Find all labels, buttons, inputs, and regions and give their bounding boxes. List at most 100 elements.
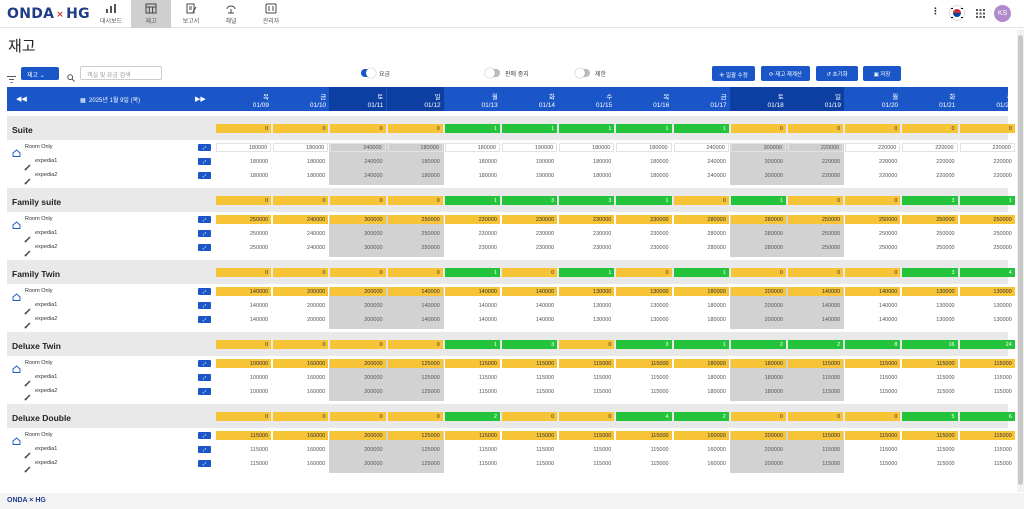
inventory-cell[interactable]: 0: [330, 340, 386, 349]
channel-rate-cell[interactable]: 140000: [821, 303, 841, 309]
rate-toggle[interactable]: [361, 68, 376, 78]
channel-rate-cell[interactable]: 115000: [879, 461, 898, 467]
channel-rate-cell[interactable]: 160000: [307, 375, 326, 381]
rate-cell[interactable]: 220000: [845, 143, 901, 152]
channel-rate-cell[interactable]: 180000: [707, 375, 726, 381]
rate-cell[interactable]: 200000: [330, 287, 386, 296]
channel-rate-cell[interactable]: 140000: [478, 317, 497, 323]
inventory-cell[interactable]: 0: [387, 268, 443, 277]
inventory-cell[interactable]: 3: [902, 268, 958, 277]
channel-rate-cell[interactable]: 140000: [249, 303, 269, 309]
rate-cell[interactable]: 115000: [559, 359, 615, 368]
rate-cell[interactable]: 250000: [845, 215, 901, 224]
rate-cell[interactable]: 180000: [273, 143, 329, 152]
channel-rate-cell[interactable]: 115000: [479, 389, 497, 395]
channel-rate-cell[interactable]: 250000: [936, 245, 955, 251]
nav-item-channel[interactable]: 채널: [211, 0, 251, 28]
rate-cell[interactable]: 160000: [673, 431, 729, 440]
rate-cell[interactable]: 180000: [559, 143, 615, 152]
channel-rate-cell[interactable]: 100000: [249, 389, 269, 395]
inventory-cell[interactable]: 0: [845, 196, 901, 205]
inventory-cell[interactable]: 0: [387, 412, 443, 421]
stopsell-toggle[interactable]: [485, 68, 500, 78]
channel-rate-cell[interactable]: 160000: [307, 389, 326, 395]
inventory-cell[interactable]: 0: [730, 268, 786, 277]
rate-cell[interactable]: 140000: [387, 287, 443, 296]
prev-week-button[interactable]: ◀◀: [16, 96, 27, 103]
channel-rate-cell[interactable]: 140000: [421, 303, 440, 309]
rate-cell[interactable]: 125000: [387, 359, 443, 368]
inventory-cell[interactable]: 0: [788, 412, 844, 421]
channel-rate-cell[interactable]: 115000: [993, 461, 1012, 467]
rate-cell[interactable]: 130000: [959, 287, 1015, 296]
scrollbar[interactable]: [1017, 30, 1024, 492]
expand-button[interactable]: ⤢: [198, 230, 211, 237]
channel-rate-cell[interactable]: 115000: [822, 461, 841, 467]
inventory-cell[interactable]: 8: [845, 340, 901, 349]
inventory-cell[interactable]: 1: [673, 340, 729, 349]
expand-button[interactable]: ⤢: [198, 288, 211, 295]
channel-rate-cell[interactable]: 100000: [249, 375, 269, 381]
channel-rate-cell[interactable]: 280000: [764, 245, 783, 251]
inventory-cell[interactable]: 0: [330, 412, 386, 421]
channel-rate-cell[interactable]: 200000: [307, 303, 326, 309]
inventory-cell[interactable]: 0: [616, 268, 672, 277]
rate-cell[interactable]: 115000: [444, 359, 500, 368]
channel-rate-cell[interactable]: 115000: [593, 389, 612, 395]
inventory-cell[interactable]: 0: [845, 124, 901, 133]
inventory-cell[interactable]: 1: [502, 124, 558, 133]
channel-rate-cell[interactable]: 115000: [650, 375, 669, 381]
inventory-cell[interactable]: 0: [387, 196, 443, 205]
channel-rate-cell[interactable]: 160000: [707, 461, 726, 467]
rate-cell[interactable]: 250000: [387, 215, 443, 224]
bulk-edit-button[interactable]: + 일괄 수정: [712, 66, 755, 81]
channel-rate-cell[interactable]: 125000: [421, 375, 440, 381]
channel-rate-cell[interactable]: 115000: [936, 389, 955, 395]
inventory-cell[interactable]: 2: [730, 340, 786, 349]
channel-rate-cell[interactable]: 180000: [593, 173, 612, 179]
channel-rate-cell[interactable]: 125000: [421, 389, 440, 395]
channel-rate-cell[interactable]: 180000: [764, 389, 783, 395]
rate-cell[interactable]: 115000: [216, 431, 272, 440]
channel-rate-cell[interactable]: 230000: [478, 231, 497, 237]
channel-rate-cell[interactable]: 230000: [478, 245, 497, 251]
inventory-cell[interactable]: 4: [616, 412, 672, 421]
rate-cell[interactable]: 200000: [330, 431, 386, 440]
channel-rate-cell[interactable]: 250000: [421, 245, 440, 251]
channel-rate-cell[interactable]: 200000: [764, 461, 783, 467]
inventory-cell[interactable]: 2: [788, 340, 844, 349]
inventory-cell[interactable]: 1: [444, 196, 500, 205]
channel-rate-cell[interactable]: 180000: [249, 173, 269, 179]
inventory-cell[interactable]: 0: [902, 124, 958, 133]
channel-rate-cell[interactable]: 115000: [536, 375, 555, 381]
rate-cell[interactable]: 180000: [387, 143, 443, 152]
channel-rate-cell[interactable]: 115000: [879, 375, 898, 381]
rate-cell[interactable]: 200000: [273, 287, 329, 296]
korea-flag-icon[interactable]: [949, 5, 965, 23]
channel-rate-cell[interactable]: 230000: [650, 231, 669, 237]
user-avatar[interactable]: KS: [994, 5, 1011, 22]
rate-cell[interactable]: 115000: [444, 431, 500, 440]
channel-rate-cell[interactable]: 115000: [593, 461, 612, 467]
channel-rate-cell[interactable]: 180000: [307, 173, 326, 179]
channel-rate-cell[interactable]: 200000: [364, 389, 383, 395]
view-select[interactable]: 재고 ⌄: [21, 67, 59, 80]
channel-rate-cell[interactable]: 240000: [364, 173, 383, 179]
inventory-cell[interactable]: 1: [616, 196, 672, 205]
inventory-cell[interactable]: 0: [330, 196, 386, 205]
channel-rate-cell[interactable]: 280000: [764, 231, 783, 237]
rate-cell[interactable]: 230000: [502, 215, 558, 224]
channel-rate-cell[interactable]: 180000: [650, 159, 669, 165]
channel-rate-cell[interactable]: 140000: [421, 317, 440, 323]
expand-button[interactable]: ⤢: [198, 432, 211, 439]
channel-rate-cell[interactable]: 220000: [993, 159, 1012, 165]
inventory-cell[interactable]: 0: [273, 124, 329, 133]
inventory-cell[interactable]: 0: [788, 196, 844, 205]
inventory-cell[interactable]: 1: [559, 268, 615, 277]
rate-cell[interactable]: 140000: [788, 287, 844, 296]
channel-rate-cell[interactable]: 115000: [250, 461, 269, 467]
channel-rate-cell[interactable]: 250000: [879, 231, 898, 237]
rate-cell[interactable]: 230000: [616, 215, 672, 224]
channel-rate-cell[interactable]: 250000: [421, 231, 440, 237]
channel-rate-cell[interactable]: 190000: [535, 173, 555, 179]
